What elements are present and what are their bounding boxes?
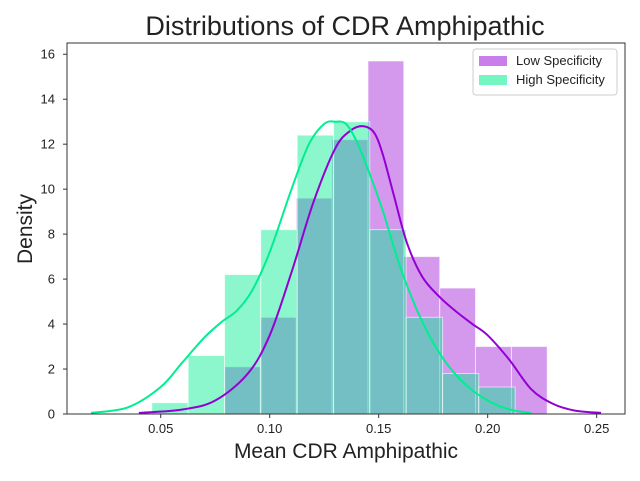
x-tick-label: 0.20 bbox=[475, 421, 500, 436]
x-axis-label: Mean CDR Amphipathic bbox=[234, 440, 458, 463]
histogram-bar bbox=[296, 134, 335, 415]
kde-line-low-specificity bbox=[138, 125, 602, 414]
chart-title: Distributions of CDR Amphipathic bbox=[145, 11, 544, 41]
y-tick-label: 8 bbox=[48, 227, 55, 242]
histogram-bar bbox=[333, 121, 371, 415]
x-tick-label: 0.25 bbox=[584, 421, 609, 436]
histogram-bar bbox=[224, 274, 262, 415]
histogram-bar bbox=[331, 139, 369, 415]
x-axis: 0.05 0.10 0.15 0.20 0.25 bbox=[148, 414, 609, 436]
y-tick-label: 0 bbox=[48, 407, 55, 422]
legend: Low Specificity High Specificity bbox=[472, 48, 618, 96]
y-tick-label: 2 bbox=[48, 362, 55, 377]
histogram-bar bbox=[259, 316, 297, 415]
y-tick-label: 12 bbox=[41, 137, 55, 152]
plot-frame bbox=[66, 42, 626, 415]
x-tick-label: 0.15 bbox=[366, 421, 391, 436]
y-tick-label: 6 bbox=[48, 272, 55, 287]
histogram-bar bbox=[403, 256, 441, 415]
legend-box bbox=[472, 48, 618, 96]
histogram-bar bbox=[369, 229, 407, 415]
histogram-bar bbox=[260, 229, 298, 415]
y-tick-label: 16 bbox=[41, 47, 55, 62]
plot-area bbox=[90, 60, 602, 415]
y-tick-label: 14 bbox=[41, 92, 55, 107]
kde-line-high-specificity bbox=[90, 120, 532, 414]
legend-swatch-high-specificity bbox=[479, 75, 507, 85]
y-tick-label: 4 bbox=[48, 317, 55, 332]
histogram-bar bbox=[405, 316, 444, 415]
legend-swatch-low-specificity bbox=[479, 56, 507, 66]
legend-label-low-specificity: Low Specificity bbox=[516, 53, 602, 68]
legend-label-high-specificity: High Specificity bbox=[516, 72, 605, 87]
y-axis-label: Density bbox=[14, 193, 37, 264]
x-tick-label: 0.10 bbox=[257, 421, 282, 436]
y-tick-label: 10 bbox=[41, 182, 55, 197]
x-tick-label: 0.05 bbox=[148, 421, 173, 436]
histogram-bar bbox=[510, 346, 548, 415]
y-axis: 0 2 4 6 8 10 12 14 16 bbox=[41, 47, 67, 422]
